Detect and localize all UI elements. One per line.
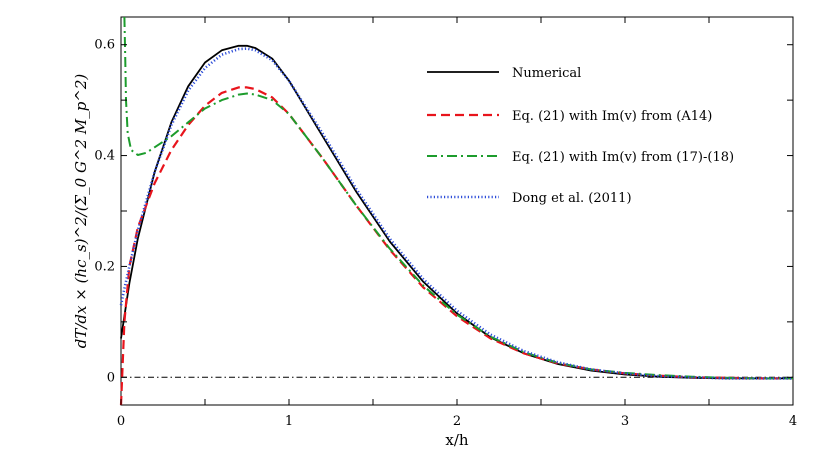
y-axis-title: dT/dx × (hc_s)^2/(Σ_0 G^2 M_p^2): [72, 74, 90, 349]
legend-label-eq21-17-18: Eq. (21) with Im(v) from (17)-(18): [512, 150, 734, 165]
series-dong-2011: [119, 47, 793, 380]
series-numerical: [120, 44, 793, 380]
x-tick-label: 1: [285, 414, 293, 429]
ticks-layer: 0 1 2 3 4 0 0.2 0.4 0.6: [94, 17, 797, 429]
legend-label-eq21-a14: Eq. (21) with Im(v) from (A14): [512, 109, 712, 124]
x-tick-label: 2: [453, 414, 461, 429]
x-axis-title: x/h: [445, 431, 469, 449]
legend-label-numerical: Numerical: [512, 66, 581, 81]
series-eq21-a14: [119, 86, 793, 406]
legend-label-dong-2011: Dong et al. (2011): [512, 191, 632, 206]
x-tick-label: 4: [789, 414, 797, 429]
y-tick-label: 0: [107, 370, 115, 385]
y-tick-label: 0.2: [94, 259, 115, 274]
legend: Numerical Eq. (21) with Im(v) from (A14)…: [427, 66, 734, 206]
series-eq21-17-18: [123, 16, 793, 380]
series-layer: [119, 16, 793, 406]
x-tick-label: 3: [621, 414, 629, 429]
plot-area: [120, 16, 794, 406]
y-tick-label: 0.6: [94, 38, 115, 53]
x-tick-label: 0: [117, 414, 125, 429]
y-tick-label: 0.4: [94, 149, 115, 164]
